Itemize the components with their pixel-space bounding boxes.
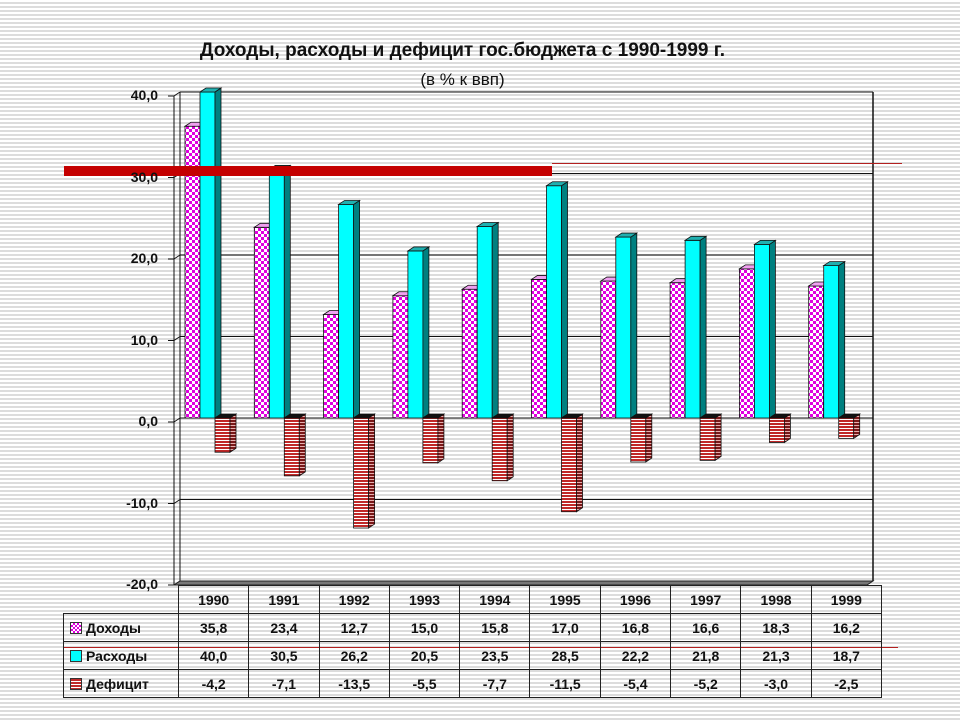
red-highlight-bar [64, 166, 552, 176]
bar-rashody [615, 236, 632, 419]
table-year-header: 1998 [740, 585, 812, 614]
bar-deficit [283, 417, 300, 477]
table-row: Дефицит -4,2 -7,1 -13,5 -5,5 -7,7 -11,5 -5,4 -5,… [63, 669, 882, 698]
bar-rashody [823, 265, 840, 419]
table-year-header: 1990 [177, 585, 250, 614]
y-axis-tick-label: -20,0 [126, 576, 158, 592]
data-table: 1990 1991 1992 1993 1994 1995 1996 1997 1998 1999… [63, 585, 882, 698]
y-axis-tick-label: 0,0 [138, 413, 158, 429]
y-axis-tick-label: 20,0 [130, 250, 158, 266]
table-row: Расходы 40,0 30,5 26,2 20,5 23,5 28,5 22,2 21,8 2… [63, 641, 882, 670]
bar-dohody [392, 295, 409, 419]
table-cell: 20,5 [388, 641, 461, 670]
table-year-header: 1995 [529, 585, 601, 614]
table-year-header: 1992 [318, 585, 390, 614]
bar-dohody [253, 226, 270, 419]
bar-rashody [546, 185, 562, 419]
bar-rashody [268, 169, 285, 419]
bar-dohody [739, 268, 755, 419]
table-cell: 18,3 [740, 613, 812, 642]
table-year-header: 1991 [248, 585, 320, 614]
bar-dohody [323, 314, 340, 419]
table-cell: 18,7 [810, 641, 882, 670]
table-cell: 26,2 [318, 641, 390, 670]
y-axis-tick-label: 40,0 [130, 87, 158, 103]
bar-rashody [407, 250, 424, 419]
table-row: Доходы 35,8 23,4 12,7 15,0 15,8 17,0 16,8 16,6 18… [63, 613, 882, 642]
bar-rashody [476, 226, 493, 419]
bar-deficit [769, 417, 785, 443]
table-cell: 15,8 [459, 613, 531, 642]
table-year-header: 1993 [388, 585, 461, 614]
table-cell: 17,0 [529, 613, 601, 642]
table-year-header: 1997 [670, 585, 742, 614]
bar-dohody [600, 280, 617, 419]
table-cell: 35,8 [177, 613, 250, 642]
table-cell: 30,5 [248, 641, 320, 670]
table-cell: -13,5 [318, 669, 390, 698]
bar-rashody [199, 91, 216, 419]
table-cell: 22,2 [599, 641, 672, 670]
table-cell: 12,7 [318, 613, 390, 642]
bar-deficit [630, 417, 647, 463]
table-cell: 23,5 [459, 641, 531, 670]
bar-dohody [808, 285, 825, 419]
bar-deficit [838, 417, 855, 439]
table-cell: -5,2 [670, 669, 742, 698]
table-cell: 16,6 [670, 613, 742, 642]
bar-deficit [422, 417, 439, 464]
table-cell: 16,2 [810, 613, 882, 642]
legend-label: Расходы [86, 647, 148, 664]
y-axis-tick-label: 30,0 [130, 168, 158, 185]
table-cell: 21,3 [740, 641, 812, 670]
bar-deficit [491, 417, 508, 482]
table-year-header: 1999 [810, 585, 882, 614]
table-year-header: 1994 [459, 585, 531, 614]
bar-deficit [561, 417, 577, 513]
y-axis-tick-label: -10,0 [126, 494, 158, 511]
bar-rashody [338, 204, 355, 419]
table-cell: -2,5 [810, 669, 882, 698]
bar-deficit [699, 417, 716, 461]
table-cell: -4,2 [177, 669, 250, 698]
bar-deficit [214, 417, 231, 453]
legend-key-deficit-icon [70, 677, 82, 690]
legend-key-dohody-icon [70, 621, 82, 634]
table-cell: 15,0 [388, 613, 461, 642]
table-cell: -5,4 [599, 669, 672, 698]
bar-rashody [754, 244, 770, 419]
chart-subtitle: (в % к ввп) [420, 70, 505, 89]
bar-deficit [353, 417, 370, 529]
chart-title: Доходы, расходы и дефицит гос.бюджета с … [199, 40, 726, 61]
table-cell: 40,0 [177, 641, 250, 670]
table-cell: -7,7 [459, 669, 531, 698]
table-cell: -11,5 [529, 669, 601, 698]
legend-label: Доходы [86, 619, 141, 636]
bar-rashody [684, 239, 701, 419]
table-cell: 28,5 [529, 641, 601, 670]
table-cell: -5,5 [388, 669, 461, 698]
table-year-header: 1996 [599, 585, 672, 614]
table-cell: 21,8 [670, 641, 742, 670]
table-cell: 16,8 [599, 613, 672, 642]
legend-label: Дефицит [86, 675, 149, 692]
table-cell: 23,4 [248, 613, 320, 642]
bar-dohody [669, 282, 686, 419]
bar-dohody [531, 279, 547, 419]
y-axis-tick-label: 10,0 [130, 331, 158, 348]
bar-dohody [461, 288, 478, 419]
red-highlight-line [552, 163, 902, 164]
table-cell: -7,1 [248, 669, 320, 698]
table-cell: -3,0 [740, 669, 812, 698]
legend-key-rashody-icon [70, 649, 82, 662]
